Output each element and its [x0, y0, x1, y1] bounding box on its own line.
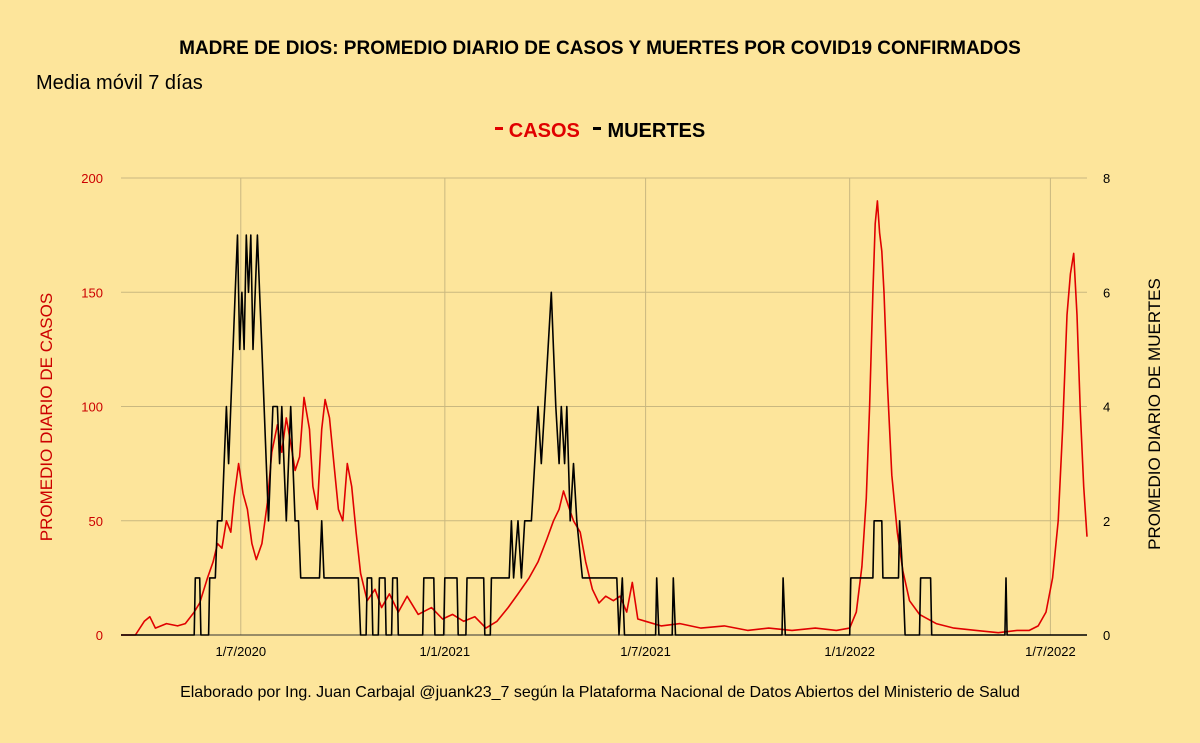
y-tick-label-left: 50 — [89, 514, 103, 529]
y-tick-label-left: 100 — [81, 400, 103, 415]
legend-swatch-muertes — [593, 127, 602, 131]
x-tick-label: 1/1/2022 — [824, 644, 875, 659]
legend-item-muertes: MUERTES — [593, 120, 705, 143]
legend-label-muertes: MUERTES — [607, 120, 706, 142]
x-tick-label: 1/7/2020 — [215, 644, 266, 659]
x-tick-label: 1/7/2021 — [620, 644, 671, 659]
y-tick-label-left: 0 — [96, 628, 103, 643]
axis-ticks: 0 50 100 150 200 0 2 4 6 8 1/7/2020 1/1/2021 1/7/202… — [81, 171, 1110, 659]
y-tick-label-left: 200 — [81, 171, 103, 186]
x-tick-label: 1/7/2022 — [1025, 644, 1076, 659]
y-tick-label-right: 2 — [1103, 514, 1110, 529]
x-tick-label: 1/1/2021 — [420, 644, 471, 659]
series-line-muertes — [121, 234, 1087, 636]
y-tick-label-right: 4 — [1103, 400, 1110, 415]
y-axis-title-right: PROMEDIO DIARIO DE MUERTES — [1145, 278, 1164, 550]
legend-item-casos: CASOS — [494, 120, 580, 143]
series-lines — [121, 200, 1088, 636]
footer-credit: Elaborado por Ing. Juan Carbajal @juank2… — [180, 684, 1020, 701]
y-tick-label-right: 8 — [1103, 171, 1110, 186]
y-tick-label-right: 0 — [1103, 628, 1110, 643]
chart-subtitle: Media móvil 7 días — [36, 72, 203, 94]
legend-swatch-casos — [494, 127, 503, 131]
series-line-casos — [121, 200, 1088, 636]
y-tick-label-right: 6 — [1103, 285, 1110, 300]
y-axis-title-left: PROMEDIO DIARIO DE CASOS — [37, 293, 56, 541]
gridlines — [121, 177, 1087, 636]
legend-label-casos: CASOS — [508, 120, 580, 142]
legend: CASOS MUERTES — [0, 120, 1200, 143]
chart-title: MADRE DE DIOS: PROMEDIO DIARIO DE CASOS … — [179, 38, 1021, 59]
y-tick-label-left: 150 — [81, 285, 103, 300]
